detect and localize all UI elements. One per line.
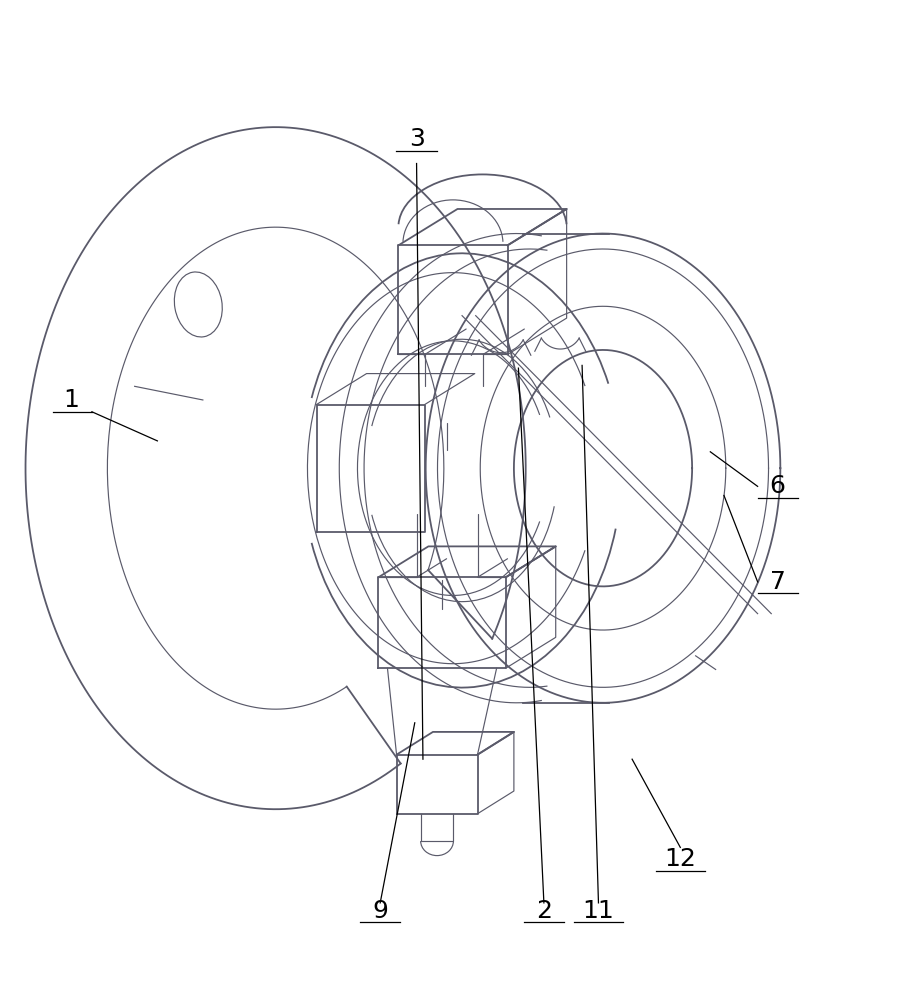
Text: 1: 1 [63,388,79,412]
Text: 3: 3 [409,127,425,151]
Text: 9: 9 [372,899,388,923]
Text: 12: 12 [664,847,696,871]
Text: 2: 2 [536,899,552,923]
Text: 6: 6 [770,474,786,498]
Text: 11: 11 [583,899,614,923]
Text: 7: 7 [770,570,786,594]
